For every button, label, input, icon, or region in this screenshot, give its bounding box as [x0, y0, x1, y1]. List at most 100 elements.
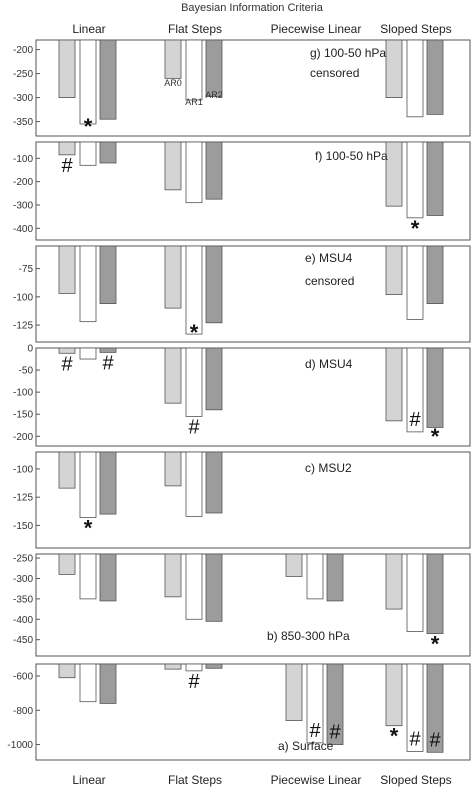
- panel-frame: [35, 347, 471, 447]
- group-label-bottom: Piecewise Linear: [271, 773, 362, 787]
- bar-ar0: [285, 553, 303, 577]
- figure-title: Bayesian Information Criteria: [181, 2, 324, 14]
- y-tick-label: -400: [13, 224, 33, 235]
- bar-ar2: [426, 663, 444, 753]
- best-model-asterisk: *: [411, 216, 420, 241]
- y-tick-label: -250: [13, 69, 33, 80]
- panel-label: e) MSU4: [305, 251, 353, 265]
- y-tick-label: -100: [13, 464, 33, 475]
- group-label-top: Flat Steps: [168, 22, 222, 36]
- y-tick-label: 0: [27, 344, 33, 355]
- bar-ar2: [426, 553, 444, 634]
- bar-ar1: [79, 347, 97, 360]
- y-tick-label: -75: [19, 264, 34, 275]
- bar-ar1: [406, 553, 424, 632]
- bar-ar2: [326, 663, 344, 745]
- best-model-asterisk: *: [190, 320, 199, 345]
- bar-ar1: [185, 141, 203, 204]
- y-tick-label: -800: [13, 706, 33, 717]
- bar-ar0: [385, 663, 403, 727]
- hash-mark: #: [102, 352, 114, 374]
- y-tick-label: -150: [13, 410, 33, 421]
- bar-ar0: [285, 663, 303, 721]
- panel-label: censored: [305, 274, 354, 288]
- bar-ar2: [426, 245, 444, 304]
- group-labels-bottom: Linear Flat Steps Piecewise Linear Sloped S…: [72, 773, 451, 787]
- bar-ar0: [385, 245, 403, 295]
- group-labels-top: Linear Flat Steps Piecewise Linear Sloped S…: [72, 22, 451, 36]
- bar-ar0: [385, 39, 403, 98]
- y-tick-label: -300: [13, 574, 33, 585]
- bar-ar1: [185, 245, 203, 335]
- panel-frame: [35, 39, 471, 137]
- panel-e: -75 -100 -125 * e) MSU4 censored: [13, 245, 471, 345]
- y-tick-label: -200: [13, 45, 33, 56]
- bar-ar1: [79, 141, 97, 166]
- panel-frame: [35, 451, 471, 549]
- hash-mark: #: [309, 720, 321, 742]
- y-tick-label: -600: [13, 672, 33, 683]
- bar-ar1: [185, 553, 203, 620]
- bar-ar0: [164, 347, 182, 404]
- bar-ar2: [426, 141, 444, 216]
- panel-label: d) MSU4: [305, 357, 353, 371]
- y-tick-label: -300: [13, 93, 33, 104]
- hash-mark: #: [429, 729, 441, 751]
- bar-ar2: [205, 451, 223, 514]
- panel-c: -100 -125 -150 * c) MSU2: [13, 451, 471, 549]
- bar-ar0: [164, 451, 182, 487]
- best-model-asterisk: *: [84, 516, 93, 541]
- best-model-asterisk: *: [431, 424, 440, 449]
- bar-ar1: [406, 39, 424, 118]
- bar-ar1: [79, 451, 97, 518]
- bar-ar1: [79, 553, 97, 600]
- panel-label: censored: [310, 66, 359, 80]
- panel-d: 0 -50 -100 -150 -200 # # # # * d) MSU4: [13, 344, 471, 449]
- bar-ar0: [164, 663, 182, 670]
- y-tick-label: -100: [13, 154, 33, 165]
- group-label-bottom: Sloped Steps: [380, 773, 451, 787]
- hash-mark: #: [409, 728, 421, 750]
- best-model-asterisk: *: [84, 114, 93, 139]
- bar-ar0: [385, 347, 403, 422]
- bar-ar0: [58, 451, 76, 489]
- panel-b: -250 -300 -350 -400 -450 * b) 850-300 hPa: [13, 553, 471, 657]
- bar-ar0: [58, 347, 76, 354]
- bar-ar0: [164, 245, 182, 309]
- y-tick-label: -450: [13, 635, 33, 646]
- y-tick-label: -400: [13, 615, 33, 626]
- panel-label: a) Surface: [278, 739, 334, 753]
- bar-ar2: [99, 39, 117, 120]
- bar-ar2: [326, 553, 344, 602]
- bar-ar2: [205, 141, 223, 200]
- y-tick-label: -125: [13, 493, 33, 504]
- bar-ar2: [99, 347, 117, 353]
- panel-label: g) 100-50 hPa: [310, 46, 386, 60]
- bar-ar2: [99, 663, 117, 704]
- bar-ar2: [205, 347, 223, 411]
- y-tick-label: -350: [13, 594, 33, 605]
- bar-ar1: [185, 39, 203, 101]
- group-label-top: Sloped Steps: [380, 22, 451, 36]
- group-label-top: Piecewise Linear: [271, 22, 362, 36]
- bar-ar0: [58, 663, 76, 679]
- bar-ar1: [185, 347, 203, 417]
- panel-frame: [35, 245, 471, 343]
- hash-mark: #: [61, 353, 73, 375]
- bar-ar0: [164, 141, 182, 191]
- bar-ar2: [426, 347, 444, 428]
- y-tick-label: -125: [13, 321, 33, 332]
- panel-label: b) 850-300 hPa: [267, 629, 350, 643]
- y-tick-label: -200: [13, 177, 33, 188]
- panel-a: -600-800-1000## # * # #a) Surface: [7, 663, 471, 761]
- bar-ar2: [205, 553, 223, 622]
- y-tick-label: -250: [13, 554, 33, 565]
- hash-mark: #: [188, 671, 200, 693]
- group-label-bottom: Flat Steps: [168, 773, 222, 787]
- bar-ar1: [79, 663, 97, 703]
- bar-ar1: [185, 451, 203, 517]
- bar-ar1: [79, 39, 97, 125]
- bar-ar1: [306, 663, 324, 744]
- y-tick-label: -200: [13, 432, 33, 443]
